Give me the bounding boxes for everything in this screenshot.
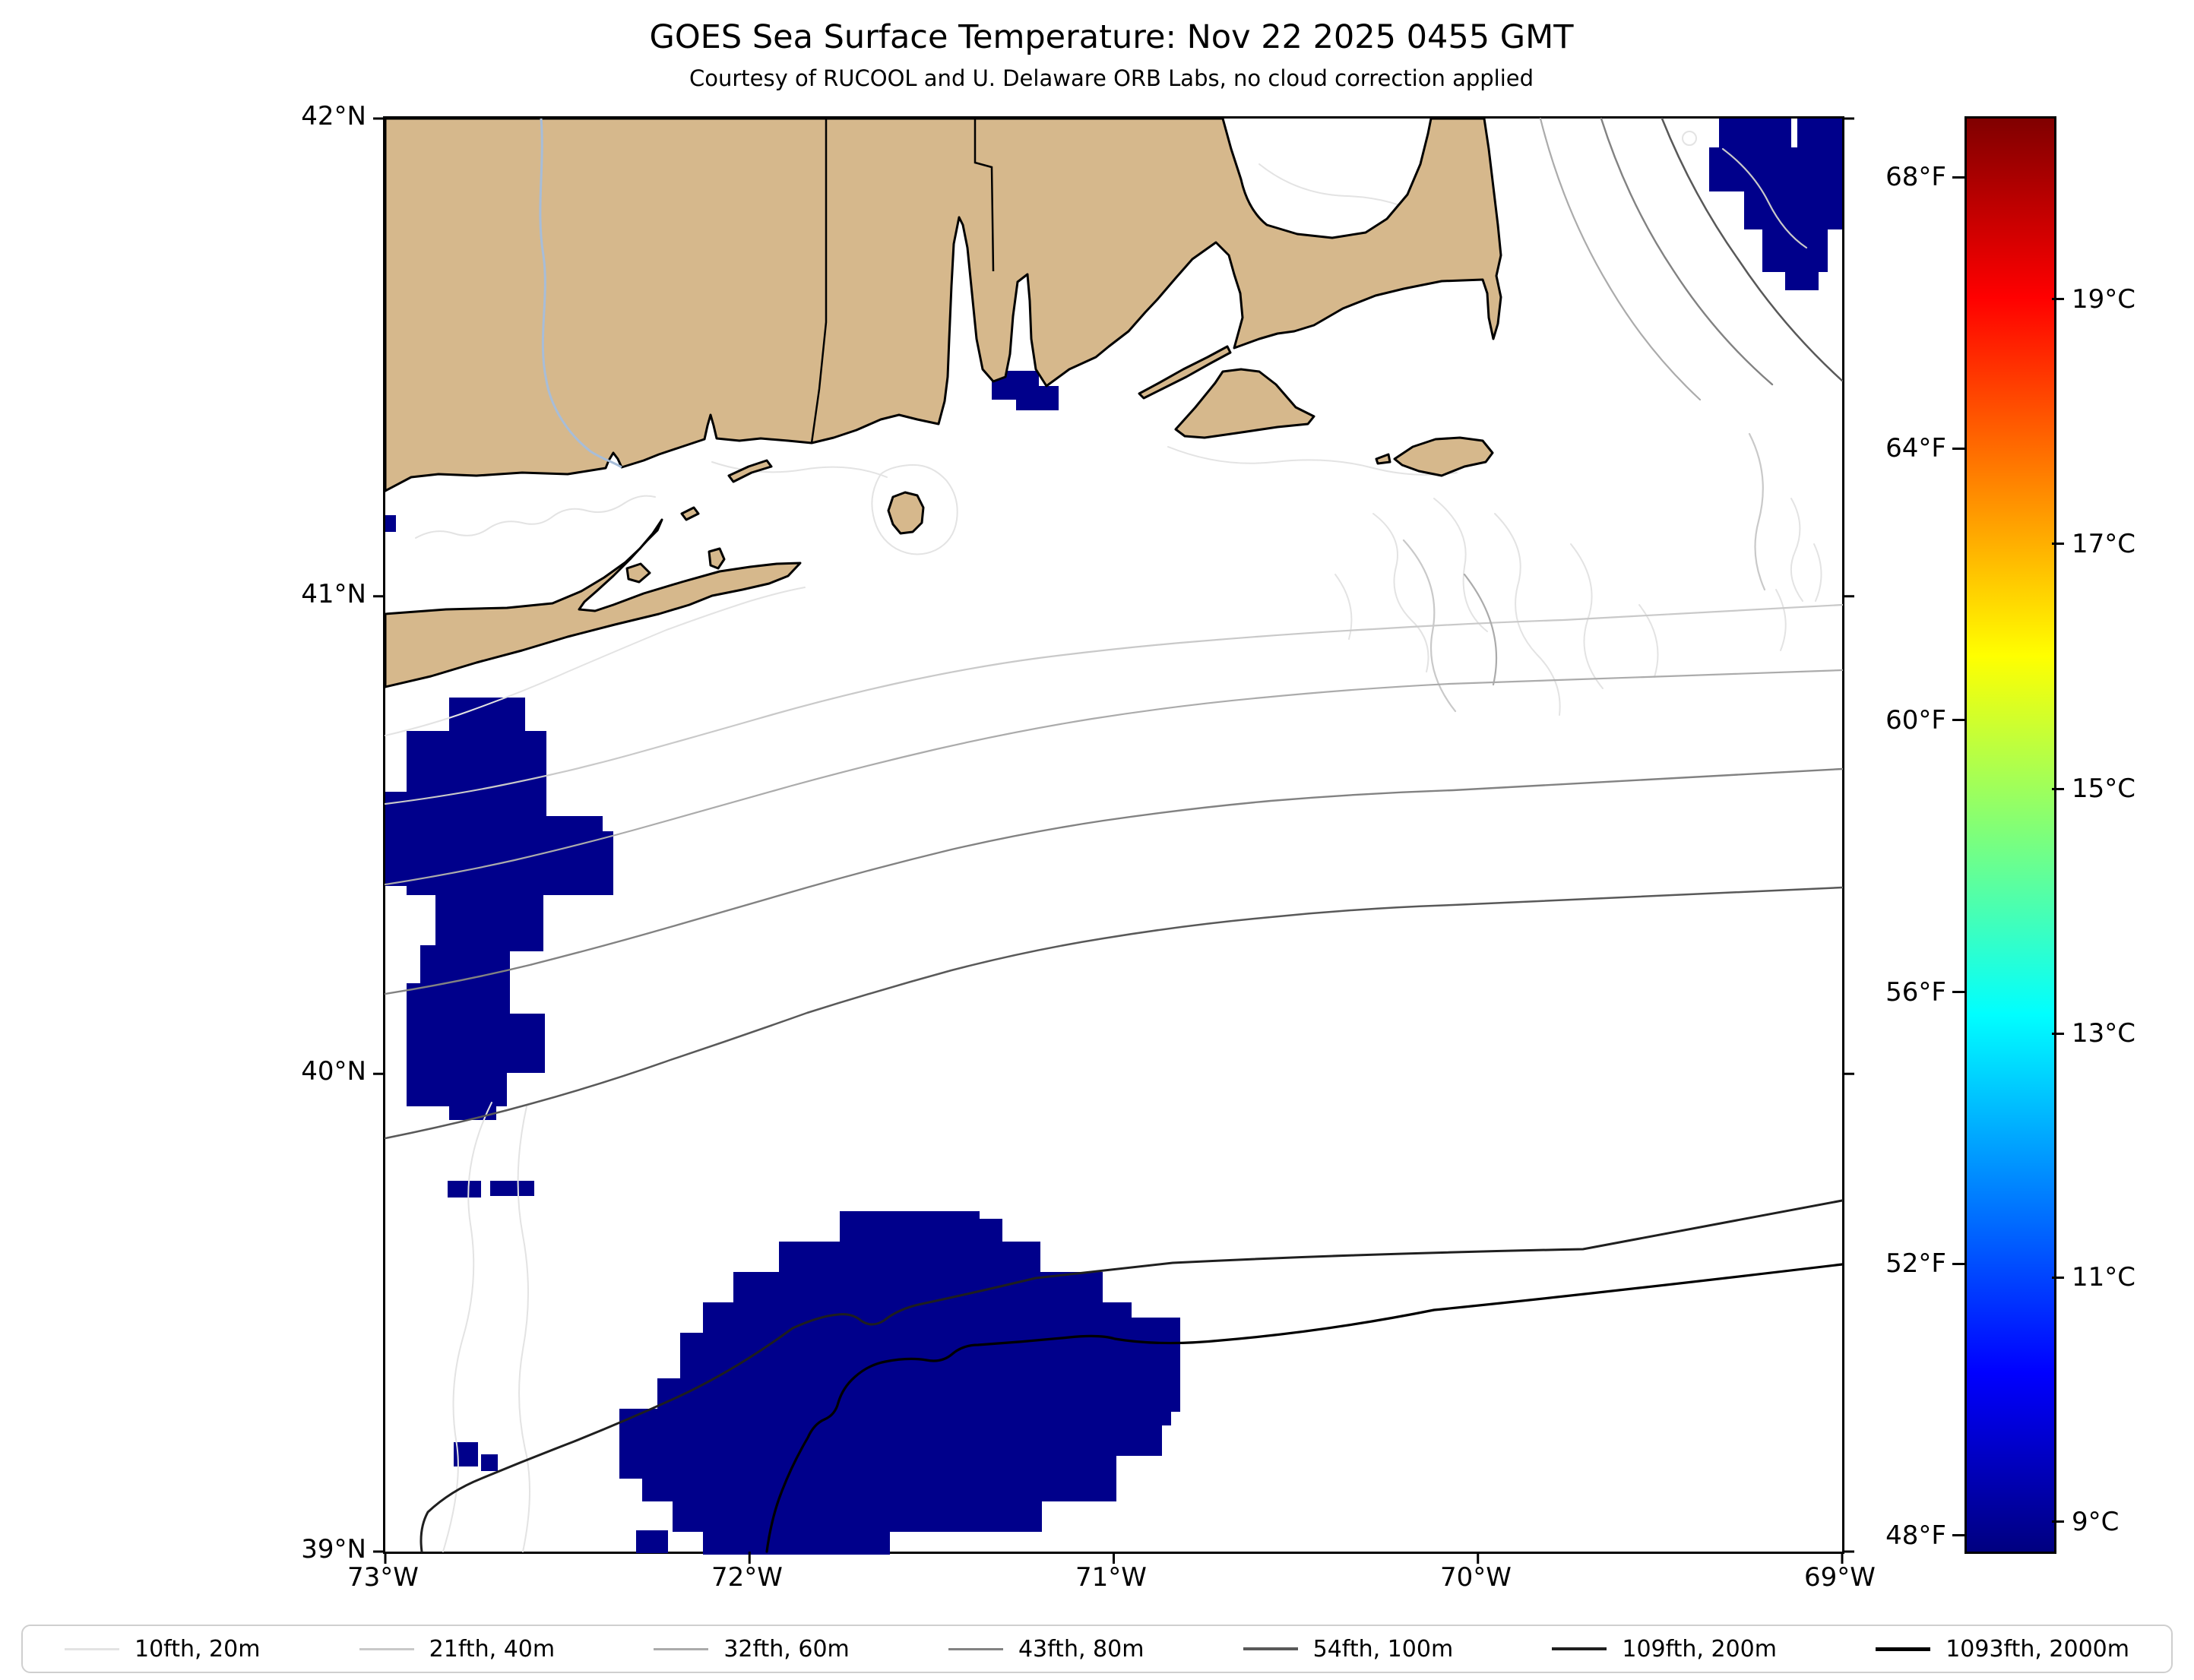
colorbar-tick — [1952, 991, 1964, 993]
contour-line-sample — [654, 1647, 709, 1650]
gardiners-island — [708, 547, 726, 570]
colorbar-tick — [2052, 1520, 2064, 1523]
legend-label: 1093fth, 2000m — [1945, 1635, 2129, 1663]
colorbar-tick — [1952, 1534, 1964, 1536]
colorbar-f-label: 64°F — [1885, 433, 1946, 464]
colorbar-f-label: 68°F — [1885, 162, 1946, 192]
legend-item: 54fth, 100m — [1243, 1635, 1454, 1663]
contour-40m — [384, 147, 1844, 805]
legend-item: 1093fth, 2000m — [1876, 1636, 2129, 1663]
colorbar-tick — [2052, 788, 2064, 790]
land — [384, 117, 1502, 688]
contour-line-sample — [359, 1647, 414, 1650]
contour-60m — [384, 117, 1844, 886]
legend-item: 43fth, 80m — [948, 1636, 1144, 1663]
legend-label: 10fth, 20m — [135, 1635, 261, 1663]
tuckernuck-island — [1375, 453, 1391, 465]
lat-tick-label: 39°N — [301, 1534, 366, 1565]
figure-subtitle: Courtesy of RUCOOL and U. Delaware ORB L… — [689, 65, 1534, 91]
y-axis-ticks-left — [373, 117, 385, 1553]
connecticut-river — [539, 118, 622, 469]
block-island — [887, 491, 925, 535]
colorbar-tick — [2052, 1033, 2064, 1035]
colorbar-tick — [1952, 1263, 1964, 1265]
lon-tick-label: 70°W — [1440, 1562, 1512, 1593]
contour-80m — [384, 117, 1844, 995]
contour-200m — [419, 1199, 1844, 1553]
long-island — [384, 518, 802, 688]
figure-title: GOES Sea Surface Temperature: Nov 22 202… — [649, 18, 1574, 56]
colorbar-tick — [2052, 298, 2064, 300]
temperature-colorbar — [1964, 116, 2056, 1554]
lon-tick-label: 69°W — [1804, 1562, 1876, 1593]
lat-tick-label: 40°N — [301, 1056, 366, 1087]
legend-label: 109fth, 200m — [1622, 1635, 1777, 1663]
colorbar-c-label: 15°C — [2072, 774, 2136, 804]
colorbar-c-label: 17°C — [2072, 529, 2136, 559]
colorbar-tick — [2052, 1277, 2064, 1279]
lon-tick-label: 71°W — [1075, 1562, 1147, 1593]
shelter-island — [625, 562, 651, 584]
colorbar-f-label: 56°F — [1885, 977, 1946, 1008]
lat-tick-label: 41°N — [301, 579, 366, 609]
lon-tick-label: 73°W — [347, 1562, 419, 1593]
colorbar-c-label: 11°C — [2072, 1262, 2136, 1292]
legend-item: 32fth, 60m — [654, 1635, 850, 1663]
colorbar-tick — [2052, 543, 2064, 545]
plum-island — [680, 506, 700, 521]
legend-label: 21fth, 40m — [429, 1635, 556, 1663]
axis-ticks — [373, 117, 1854, 1564]
colorbar-f-label: 48°F — [1885, 1520, 1946, 1551]
ct-ri-border — [810, 119, 828, 444]
colorbar-c-label: 13°C — [2072, 1018, 2136, 1049]
legend-item: 109fth, 200m — [1552, 1636, 1777, 1663]
bathymetry-contours — [384, 117, 1844, 1553]
contour-line-sample — [948, 1647, 1003, 1650]
colorbar-tick — [1952, 448, 1964, 450]
legend-label: 54fth, 100m — [1312, 1635, 1454, 1663]
colorbar-f-label: 60°F — [1885, 705, 1946, 736]
colorbar-tick — [1952, 176, 1964, 179]
lat-tick-label: 42°N — [301, 101, 366, 131]
contour-line-sample — [1876, 1647, 1931, 1651]
map-canvas — [373, 117, 1854, 1564]
mainland-southern-new-england — [384, 117, 1502, 492]
legend-item: 21fth, 40m — [359, 1636, 555, 1663]
y-axis-ticks-right — [1842, 117, 1854, 1553]
colorbar-c-label: 9°C — [2072, 1507, 2120, 1537]
bathymetry-legend: 10fth, 20m 21fth, 40m 32fth, 60m 43fth, … — [21, 1625, 2173, 1673]
contour-100m — [384, 117, 1844, 1140]
colorbar-f-label: 52°F — [1885, 1248, 1946, 1279]
nantucket — [1393, 436, 1494, 477]
elizabeth-islands — [1138, 345, 1232, 400]
x-axis-ticks-bottom — [384, 1552, 1844, 1564]
contour-line-sample — [65, 1647, 119, 1650]
ri-ma-border — [974, 119, 995, 272]
colorbar-c-label: 19°C — [2072, 284, 2136, 315]
marthas-vineyard — [1174, 368, 1315, 439]
sst-cold-pixels — [385, 119, 1842, 1555]
legend-label: 43fth, 80m — [1018, 1635, 1144, 1663]
contour-line-sample — [1243, 1647, 1298, 1650]
state-borders — [810, 119, 995, 444]
fishers-island — [727, 459, 773, 483]
contour-line-sample — [1552, 1647, 1607, 1650]
legend-item: 10fth, 20m — [65, 1636, 260, 1663]
map-plot — [373, 116, 1854, 1564]
contour-2000m — [765, 1263, 1844, 1553]
legend-label: 32fth, 60m — [723, 1635, 850, 1663]
lon-tick-label: 72°W — [711, 1562, 783, 1593]
colorbar-tick — [1952, 719, 1964, 721]
